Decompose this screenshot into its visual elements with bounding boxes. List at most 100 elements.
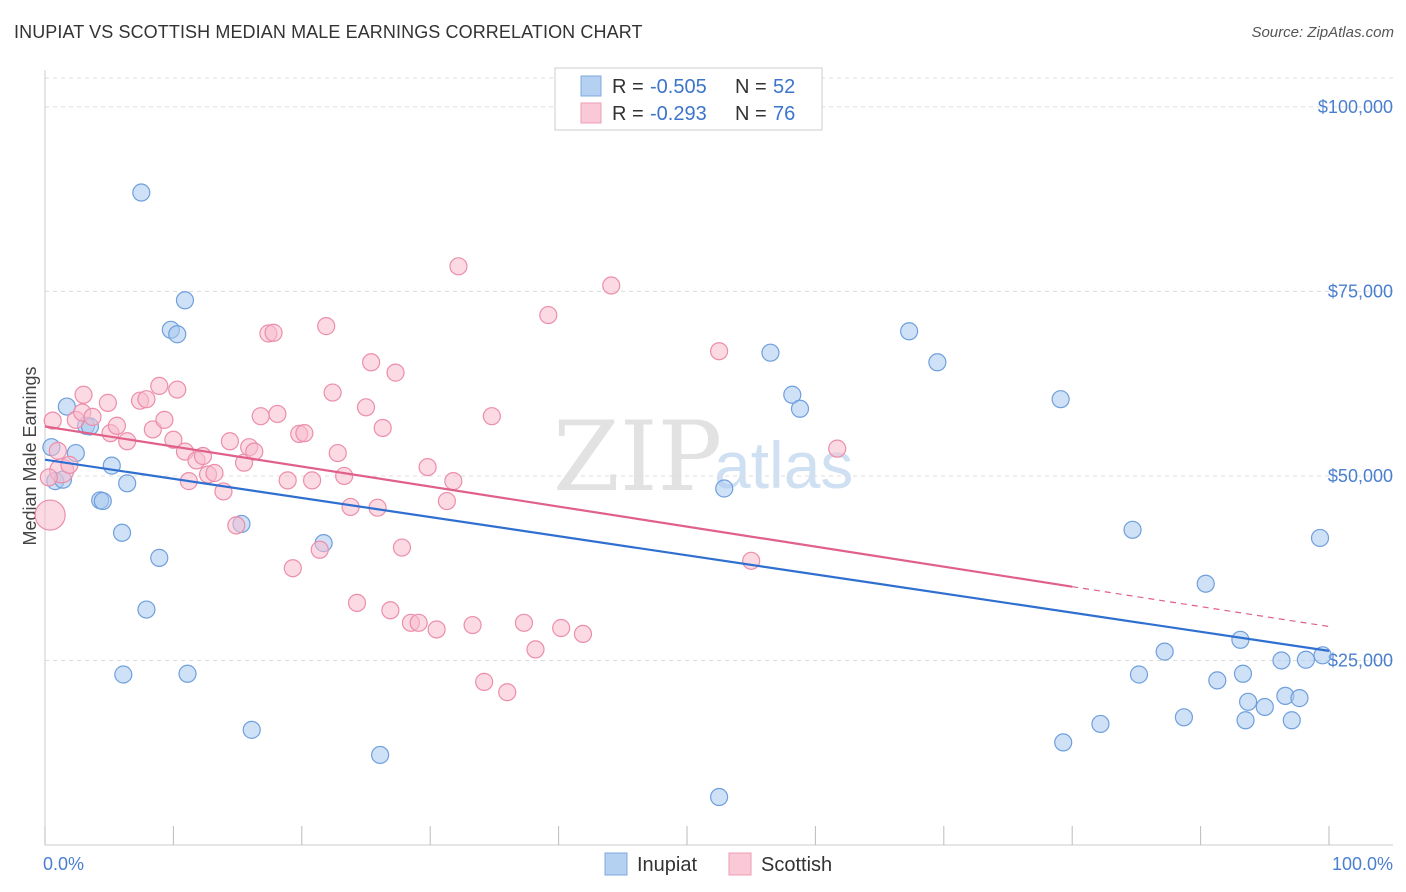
scottish-point — [155, 410, 174, 429]
scottish-point — [552, 618, 571, 638]
inupiat-point — [118, 474, 137, 493]
legend-swatch-scottish — [580, 102, 602, 124]
scottish-point — [386, 363, 405, 382]
scottish-point — [227, 516, 246, 535]
scottish-point — [278, 471, 297, 490]
inupiat-point — [114, 665, 133, 684]
y-tick-label: $50,000 — [1328, 466, 1393, 486]
scottish-point — [48, 441, 67, 460]
scottish-point — [302, 471, 322, 490]
scottish-point — [409, 613, 428, 632]
inupiat-point — [137, 600, 156, 619]
y-tick-labels: $25,000 $50,000 $75,000 $100,000 — [1318, 97, 1393, 671]
scottish-point — [356, 398, 376, 417]
x-tick-label-min: 0.0% — [43, 854, 84, 874]
scottish-point — [449, 257, 468, 276]
inupiat-point — [150, 548, 169, 567]
watermark-zip: ZIP — [553, 401, 722, 513]
scottish-point — [335, 466, 354, 486]
scottish-point — [328, 443, 347, 463]
scottish-point — [205, 463, 224, 483]
scottish-point — [498, 683, 517, 702]
scottish-point — [317, 317, 336, 336]
inupiat-point — [783, 385, 802, 404]
inupiat-point — [715, 479, 734, 498]
inupiat-point — [1296, 650, 1315, 669]
y-tick-label: $75,000 — [1328, 281, 1393, 301]
inupiat-trend-line — [44, 458, 1330, 652]
scottish-point — [381, 601, 400, 620]
inupiat-point — [1239, 692, 1258, 711]
scottish-point — [475, 672, 494, 691]
inupiat-point — [1129, 665, 1149, 684]
correlation-legend: R = -0.505 N = 52 R = -0.293 N = 76 — [554, 67, 823, 131]
scottish-point — [437, 491, 456, 511]
scottish-point — [392, 538, 412, 557]
inupiat-point — [1054, 733, 1073, 752]
inupiat-point — [1255, 697, 1274, 717]
scottish-point — [482, 407, 501, 426]
legend-n-value-scottish: 76 — [773, 103, 795, 125]
scottish-point — [347, 593, 367, 613]
scottish-point — [463, 615, 482, 635]
scottish-point — [150, 376, 169, 396]
x-axis-ticks — [44, 826, 1330, 845]
inupiat-point — [1174, 708, 1194, 727]
inupiat-point — [178, 664, 197, 683]
inupiat-point — [928, 353, 947, 372]
scottish-point — [602, 276, 621, 295]
legend-r-label-inupiat: R = — [612, 76, 644, 98]
scottish-point — [43, 411, 62, 430]
scottish-point — [168, 380, 187, 399]
scottish-point — [828, 439, 847, 458]
inupiat-point — [1236, 711, 1255, 730]
inupiat-point — [242, 720, 261, 739]
inupiat-point — [1051, 390, 1070, 409]
legend-n-value-inupiat: 52 — [773, 76, 795, 98]
scottish-point — [427, 620, 446, 639]
scottish-point — [373, 418, 392, 438]
series-legend: Inupiat Scottish — [604, 852, 832, 876]
y-tick-label: $25,000 — [1328, 650, 1393, 670]
inupiat-point — [1091, 714, 1110, 734]
scottish-point — [573, 624, 593, 644]
legend-n-label-scottish: N = — [735, 103, 767, 125]
source-label: Source: ZipAtlas.com — [1251, 24, 1394, 41]
scottish-point — [514, 613, 534, 632]
y-tick-label: $100,000 — [1318, 97, 1393, 117]
scottish-point — [107, 416, 127, 435]
inupiat-point — [1310, 528, 1330, 548]
y-axis-label: Median Male Earnings — [20, 366, 40, 545]
scottish-point — [444, 472, 463, 491]
inupiat-point — [790, 399, 810, 418]
scottish-point — [83, 407, 102, 427]
inupiat-point — [1290, 689, 1309, 708]
inupiat-point — [1231, 630, 1250, 649]
scottish-point — [310, 540, 329, 559]
scottish-point — [74, 385, 93, 404]
bottom-legend-label-inupiat: Inupiat — [637, 854, 697, 876]
scottish-point — [164, 430, 183, 449]
watermark-atlas: atlas — [714, 428, 853, 502]
scottish-point — [362, 353, 381, 372]
trend-lines — [44, 425, 1330, 652]
inupiat-point — [132, 183, 151, 202]
inupiat-point — [1272, 651, 1291, 670]
legend-n-label-inupiat: N = — [735, 76, 767, 98]
inupiat-point — [900, 322, 919, 341]
legend-r-label-scottish: R = — [612, 103, 644, 125]
scottish-point — [526, 640, 545, 659]
inupiat-point — [709, 787, 729, 807]
inupiat-point — [1282, 711, 1301, 730]
scottish-point — [251, 407, 270, 426]
scottish-point — [264, 323, 283, 342]
scottish-point — [323, 383, 342, 402]
scottish-point — [418, 457, 437, 477]
scottish-point — [539, 305, 558, 325]
inupiat-point — [168, 325, 187, 344]
inupiat-point — [1155, 642, 1174, 661]
x-tick-label-max: 100.0% — [1332, 854, 1393, 874]
inupiat-point — [761, 343, 780, 362]
data-points — [34, 183, 1332, 807]
